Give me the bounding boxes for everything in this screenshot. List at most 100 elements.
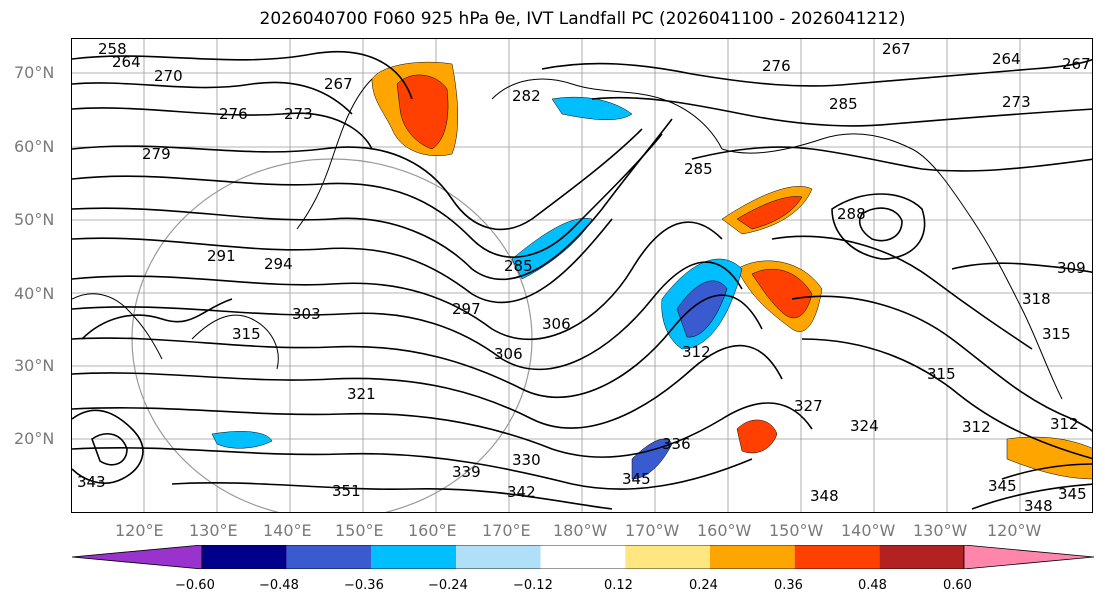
contour-label: 327 (794, 397, 823, 415)
colorbar-tick: 0.12 (604, 578, 633, 593)
contour-label: 343 (77, 473, 106, 491)
colorbar-segment (202, 545, 287, 569)
contour-label: 288 (837, 205, 866, 223)
contour-label: 312 (962, 418, 991, 436)
contour-label: 291 (207, 247, 236, 265)
anomaly-central-red (751, 268, 813, 319)
contour-label: 324 (850, 417, 879, 435)
contour-label: 315 (1042, 325, 1071, 343)
lon-label-160w: 160°W (697, 521, 752, 540)
coastlines (72, 78, 1063, 400)
lat-label-60n: 60°N (14, 137, 55, 156)
contour-label: 312 (1050, 415, 1079, 433)
contour-label: 258 (98, 40, 127, 58)
anomaly-southeast-orange (1006, 436, 1092, 480)
contour-labels: 258 264 270 267 276 273 279 282 276 285 … (77, 40, 1091, 513)
lon-label-120e: 120°E (115, 521, 164, 540)
lat-label-40n: 40°N (14, 284, 55, 303)
colorbar-tick: −0.36 (344, 578, 384, 593)
colorbar-tick: −0.24 (428, 578, 468, 593)
contour-label: 264 (992, 50, 1021, 68)
lon-label-140w: 140°W (841, 521, 896, 540)
contour-label: 345 (622, 470, 651, 488)
contour-label: 285 (684, 160, 713, 178)
colorbar-segments (71, 545, 1095, 569)
contour-label: 276 (219, 105, 248, 123)
contour-label: 339 (452, 463, 481, 481)
contour-label: 321 (347, 385, 376, 403)
colorbar-tick: 0.36 (774, 578, 803, 593)
contour-label: 348 (1024, 497, 1053, 513)
contour-label: 336 (662, 435, 691, 453)
contour-label: 282 (512, 87, 541, 105)
lon-label-180w: 180°W (553, 521, 608, 540)
lon-label-150w: 150°W (769, 521, 824, 540)
map-title: 2026040700 F060 925 hPa θe, IVT Landfall… (259, 9, 906, 29)
lat-label-20n: 20°N (14, 429, 55, 448)
lon-label-160e: 160°E (408, 521, 457, 540)
lon-label-170w: 170°W (625, 521, 680, 540)
anomaly-east-ne-red (736, 196, 803, 230)
contour-label: 345 (988, 477, 1017, 495)
lat-label-50n: 50°N (14, 210, 55, 229)
contour-label: 312 (682, 343, 711, 361)
colorbar (71, 545, 1095, 569)
colorbar-segment (625, 545, 710, 569)
colorbar-tick: −0.60 (175, 578, 215, 593)
contour-label: 342 (507, 483, 536, 501)
contour-label: 306 (542, 315, 571, 333)
theta-e-contours (72, 50, 1092, 510)
contour-label: 348 (810, 487, 839, 505)
colorbar-segment (794, 545, 880, 569)
contour-label: 285 (829, 95, 858, 113)
lat-label-30n: 30°N (14, 356, 55, 375)
contour-label: 273 (284, 105, 313, 123)
lon-label-120w: 120°W (987, 521, 1042, 540)
contour-label: 297 (452, 300, 481, 318)
contour-label: 315 (232, 325, 261, 343)
contour-label: 273 (1002, 93, 1031, 111)
anomaly-aleutian-blue (551, 96, 633, 121)
colorbar-tick: −0.48 (259, 578, 299, 593)
lon-label-130e: 130°E (189, 521, 238, 540)
lat-label-70n: 70°N (14, 63, 55, 82)
contour-label: 303 (292, 305, 321, 323)
contour-label: 279 (142, 145, 171, 163)
contour-label: 267 (324, 75, 353, 93)
colorbar-segment (456, 545, 541, 569)
colorbar-tick: −0.12 (513, 578, 553, 593)
colorbar-segment (710, 545, 795, 569)
contour-label: 309 (1057, 259, 1086, 277)
lon-label-140e: 140°E (263, 521, 312, 540)
contour-label: 285 (504, 257, 533, 275)
contour-label: 267 (882, 40, 911, 58)
contour-label: 315 (927, 365, 956, 383)
colorbar-segment (879, 545, 964, 569)
contour-label: 318 (1022, 290, 1051, 308)
anomaly-cyclone-darkblue (676, 280, 728, 338)
colorbar-tick: 0.24 (689, 578, 718, 593)
anomaly-jet-blue (511, 217, 593, 280)
contour-label: 345 (1058, 485, 1087, 503)
contour-label: 264 (112, 53, 141, 71)
map-canvas: 258 264 270 267 276 273 279 282 276 285 … (72, 39, 1092, 513)
colorbar-segment (371, 545, 456, 569)
anomaly-west-blue (211, 431, 273, 449)
lon-label-130w: 130°W (913, 521, 968, 540)
contour-label: 267 (1062, 55, 1091, 73)
colorbar-tick: 0.48 (858, 578, 887, 593)
anomaly-south-orange (736, 419, 778, 454)
contour-label: 294 (264, 255, 293, 273)
contour-label: 330 (512, 451, 541, 469)
lon-label-170e: 170°E (482, 521, 531, 540)
contour-label: 276 (762, 57, 791, 75)
colorbar-segment (286, 545, 372, 569)
colorbar-segment (540, 545, 626, 569)
colorbar-tick: 0.60 (943, 578, 972, 593)
contour-label: 306 (494, 345, 523, 363)
contour-label: 270 (154, 67, 183, 85)
lon-label-150e: 150°E (335, 521, 384, 540)
colorbar-extend-low (71, 545, 203, 569)
map-panel: 258 264 270 267 276 273 279 282 276 285 … (71, 38, 1093, 513)
colorbar-extend-high (963, 545, 1095, 569)
